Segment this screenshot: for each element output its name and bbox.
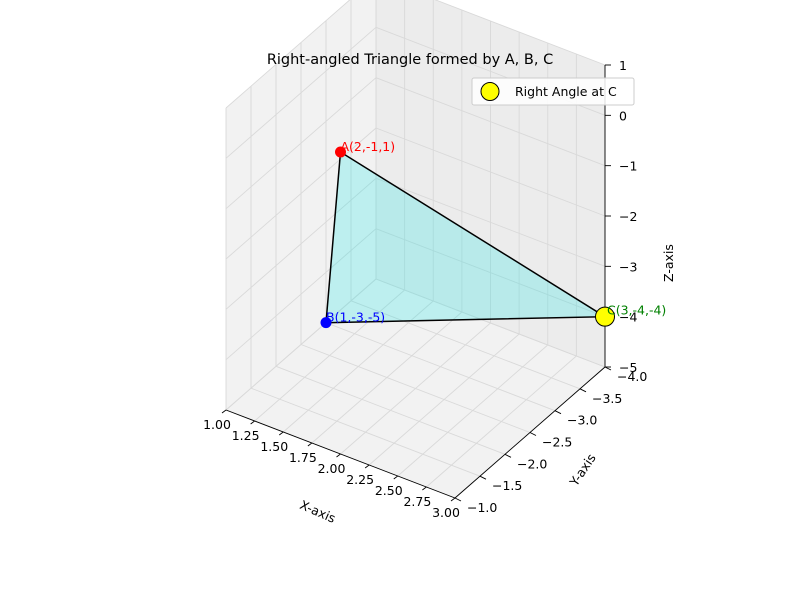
chart-title: Right-angled Triangle formed by A, B, C — [267, 52, 553, 68]
y-tick — [479, 475, 487, 480]
x-tick — [393, 475, 399, 480]
grid-line-z-left — [225, 127, 377, 260]
x-tick-label: 2.25 — [346, 472, 374, 487]
triangle-edges — [325, 150, 608, 324]
grid-line-z-back — [375, 278, 606, 368]
z-tick-label: −5 — [619, 360, 637, 375]
grid-line-y-floor — [250, 387, 481, 477]
grid-line-z-left — [225, 278, 377, 411]
point-c-label: C(3,-4,-4) — [607, 303, 666, 318]
z-tick-label: 1 — [619, 58, 627, 73]
legend: Right Angle at C — [471, 77, 635, 106]
legend-marker — [480, 82, 500, 101]
grid-line-z-left — [225, 77, 377, 210]
y-tick — [554, 410, 562, 415]
x-tick — [422, 486, 427, 491]
point-a — [335, 146, 346, 158]
point-c-right-angle — [595, 306, 615, 327]
x-tick — [250, 420, 255, 425]
x-tick — [307, 442, 313, 447]
x-tick-label: 1.25 — [232, 428, 260, 443]
z-tick-label: 0 — [619, 108, 627, 123]
triangle-group — [325, 150, 608, 324]
y-tick-label: −2.5 — [542, 435, 572, 450]
grid-line-y-floor — [350, 300, 581, 390]
grid-line-z-back — [375, 127, 606, 217]
x-tick-label: 2.50 — [375, 483, 403, 498]
z-tick-label: −4 — [619, 310, 637, 325]
y-axis-label: Y-axis — [566, 451, 599, 490]
legend-box — [471, 77, 635, 106]
tick-marks — [221, 64, 612, 502]
grid-line-z-back — [375, 228, 606, 318]
x-tick — [278, 431, 284, 436]
grid-line-z-left — [225, 26, 377, 159]
x-tick-label: 1.50 — [260, 439, 288, 454]
triangle-fill — [326, 152, 605, 323]
legend-entry: Right Angle at C — [515, 84, 617, 99]
z-axis-label: Z-axis — [661, 244, 676, 282]
x-tick-label: 3.00 — [432, 505, 460, 520]
x-tick-label: 2.75 — [403, 494, 431, 509]
y-tick-label: −3.5 — [592, 391, 622, 406]
y-tick-label: −4.0 — [617, 369, 647, 384]
grid-line-y-floor — [300, 344, 531, 433]
x-tick — [450, 497, 456, 502]
x-tick — [336, 453, 341, 458]
z-tick-label: −1 — [619, 159, 637, 174]
grid-line-z-left — [225, 228, 377, 361]
grid-line-z-back — [375, 177, 606, 267]
y-tick — [529, 432, 537, 436]
y-tick — [604, 366, 612, 371]
y-tick-label: −3.0 — [567, 413, 597, 428]
y-tick — [579, 388, 587, 393]
data-points: A(2,-1,1) B(1,-3,-5) C(3,-4,-4) — [320, 139, 666, 329]
x-tick-label: 2.00 — [318, 461, 346, 476]
y-tick — [454, 497, 462, 502]
grid-line-z-left — [225, 177, 377, 310]
z-tick-label: −3 — [619, 259, 637, 274]
grid-line-z-back — [434, 0, 606, 66]
x-tick-label: 1.00 — [203, 417, 231, 432]
y-tick-label: −2.0 — [517, 456, 547, 471]
y-tick — [504, 453, 512, 458]
z-tick-label: −2 — [619, 209, 637, 224]
point-a-label: A(2,-1,1) — [341, 139, 396, 154]
point-b — [320, 317, 332, 329]
point-b-label: B(1,-3,-5) — [326, 310, 385, 325]
tick-labels: 1.001.251.501.752.002.252.502.753.00 −4.0… — [203, 58, 647, 520]
x-tick-label: 1.75 — [289, 450, 317, 465]
x-tick — [364, 464, 370, 469]
x-tick — [221, 409, 227, 414]
y-tick-label: −1.5 — [492, 478, 522, 493]
y-tick-label: −1.0 — [467, 500, 497, 515]
grid-line-y-floor — [275, 365, 506, 455]
grid-line-y-floor — [325, 322, 556, 412]
x-axis-label: X-axis — [298, 497, 338, 526]
grid-line-z-back — [375, 77, 606, 167]
grid-line-z-left — [225, 0, 351, 109]
